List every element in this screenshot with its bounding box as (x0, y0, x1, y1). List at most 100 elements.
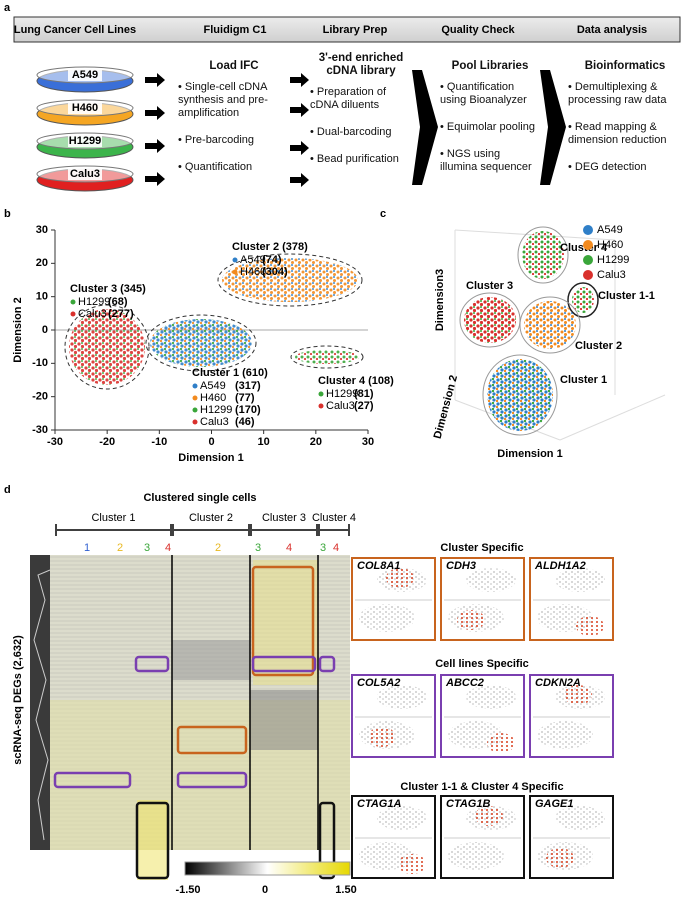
step-text: 3'-end enriched cDNA library • Preparatio… (310, 52, 412, 180)
gene-name: CDKN2A (535, 677, 581, 689)
expression-points (398, 854, 426, 874)
group-title: Cell lines Specific (435, 658, 529, 670)
member-count: (304) (262, 266, 288, 278)
step-item: • Read mapping & dimension reduction (568, 121, 667, 146)
highlight-box (318, 655, 336, 673)
legend-dot (70, 311, 76, 317)
legend-dot (583, 225, 593, 235)
cluster-outline (290, 345, 364, 369)
cluster-outline (64, 304, 150, 390)
step-item: • DEG detection (568, 161, 647, 173)
gray-points (537, 721, 593, 749)
gray-points (466, 685, 516, 709)
cell-line-name: H1299 (69, 135, 101, 147)
subgroup-label: 4 (165, 542, 171, 554)
expression-points (576, 616, 604, 636)
point-cloud (150, 319, 252, 367)
member-name: A549 (240, 254, 266, 266)
point-cloud (524, 301, 576, 349)
step-text: Load IFC • Single-cell cDNA synthesis and… (178, 60, 290, 188)
highlight-box (134, 655, 170, 673)
step-text: Pool Libraries • Quantification using Bio… (440, 60, 540, 188)
step-item: • Dual-barcoding (310, 126, 392, 138)
chevron-arrow (540, 70, 566, 185)
y-tick-label: 20 (36, 257, 48, 269)
cluster-outline (482, 354, 558, 436)
legend-label: Calu3 (597, 269, 626, 281)
step-item: • NGS using illumina sequencer (440, 148, 532, 173)
panel-label: c (380, 208, 386, 220)
flask-label-bg (68, 69, 102, 81)
cluster-outline (145, 314, 257, 372)
x-tick-label: 30 (362, 436, 374, 448)
y-axis-label: scRNA-seq DEGs (2,632) (12, 635, 24, 765)
expression-points (475, 806, 503, 826)
cluster-label: Cluster 2 (575, 340, 622, 352)
axis-label: Dimension3 (434, 269, 446, 331)
arrow (145, 172, 165, 186)
gray-points (555, 568, 605, 592)
member-name: H1299 (78, 296, 110, 308)
step-item: • Single-cell cDNA synthesis and pre-amp… (178, 81, 268, 119)
subgroup-label: 4 (286, 542, 292, 554)
member-count: (68) (108, 296, 128, 308)
arrow (145, 106, 165, 120)
legend-label: A549 (597, 224, 623, 236)
gray-points (466, 568, 516, 592)
step-item: • Quantification (178, 161, 253, 173)
point-cloud (295, 350, 359, 364)
step-item: • Pre-barcoding (178, 134, 255, 146)
gray-points (359, 604, 415, 632)
subgroup-label: 4 (333, 542, 339, 554)
expression-points (487, 733, 515, 753)
member-count: (317) (235, 380, 261, 392)
gene-name: COL8A1 (357, 560, 400, 572)
expression-points (386, 568, 414, 588)
member-count: (81) (354, 388, 374, 400)
subgroup-label: 1 (84, 542, 90, 554)
point-cloud (69, 309, 145, 385)
y-axis-label: Dimension 2 (12, 297, 24, 362)
legend-dot (232, 269, 238, 275)
gene-name: GAGE1 (535, 798, 574, 810)
step-header: Lung Cancer Cell Lines (14, 24, 136, 36)
step-item: • Demultiplexing & processing raw data (568, 81, 667, 106)
legend-dot (192, 419, 198, 425)
heatmap-region (172, 640, 250, 680)
legend-dot (583, 255, 593, 265)
member-count: (27) (354, 400, 374, 412)
chevron-arrow (412, 70, 438, 185)
point-cloud (487, 359, 553, 431)
colorbar-label: 0 (262, 884, 268, 896)
legend-dot (318, 391, 324, 397)
x-tick-label: 20 (310, 436, 322, 448)
x-tick-label: -30 (47, 436, 63, 448)
flask-label-bg (68, 102, 102, 114)
highlight-box (251, 565, 315, 677)
panel-label: d (4, 484, 11, 496)
step-heading: Pool Libraries (451, 60, 529, 72)
step-header: Quality Check (441, 24, 515, 36)
cell-line-name: H460 (72, 102, 98, 114)
y-tick-label: -10 (32, 357, 48, 369)
step-item: • Equimolar pooling (440, 121, 535, 133)
step-heading: Load IFC (209, 60, 259, 72)
x-tick-label: -10 (151, 436, 167, 448)
cluster-outline (217, 253, 363, 307)
cluster-outline (567, 282, 599, 318)
member-count: (77) (235, 392, 255, 404)
step-item: • Bead purification (310, 153, 399, 165)
cell-line-name: A549 (72, 69, 98, 81)
member-count: (74) (262, 254, 282, 266)
step-heading: 3'-end enriched cDNA library (318, 52, 404, 77)
heatmap-title: Clustered single cells (143, 492, 256, 504)
cluster-label: Cluster 3 (466, 280, 513, 292)
subgroup-label: 2 (117, 542, 123, 554)
dendrogram-lines (33, 569, 51, 841)
step-text: Bioinformatics • Demultiplexing & process… (568, 60, 682, 188)
point-cloud (464, 297, 516, 343)
flask-label-bg (68, 135, 102, 147)
arrow (145, 73, 165, 87)
expression-points (457, 610, 485, 630)
